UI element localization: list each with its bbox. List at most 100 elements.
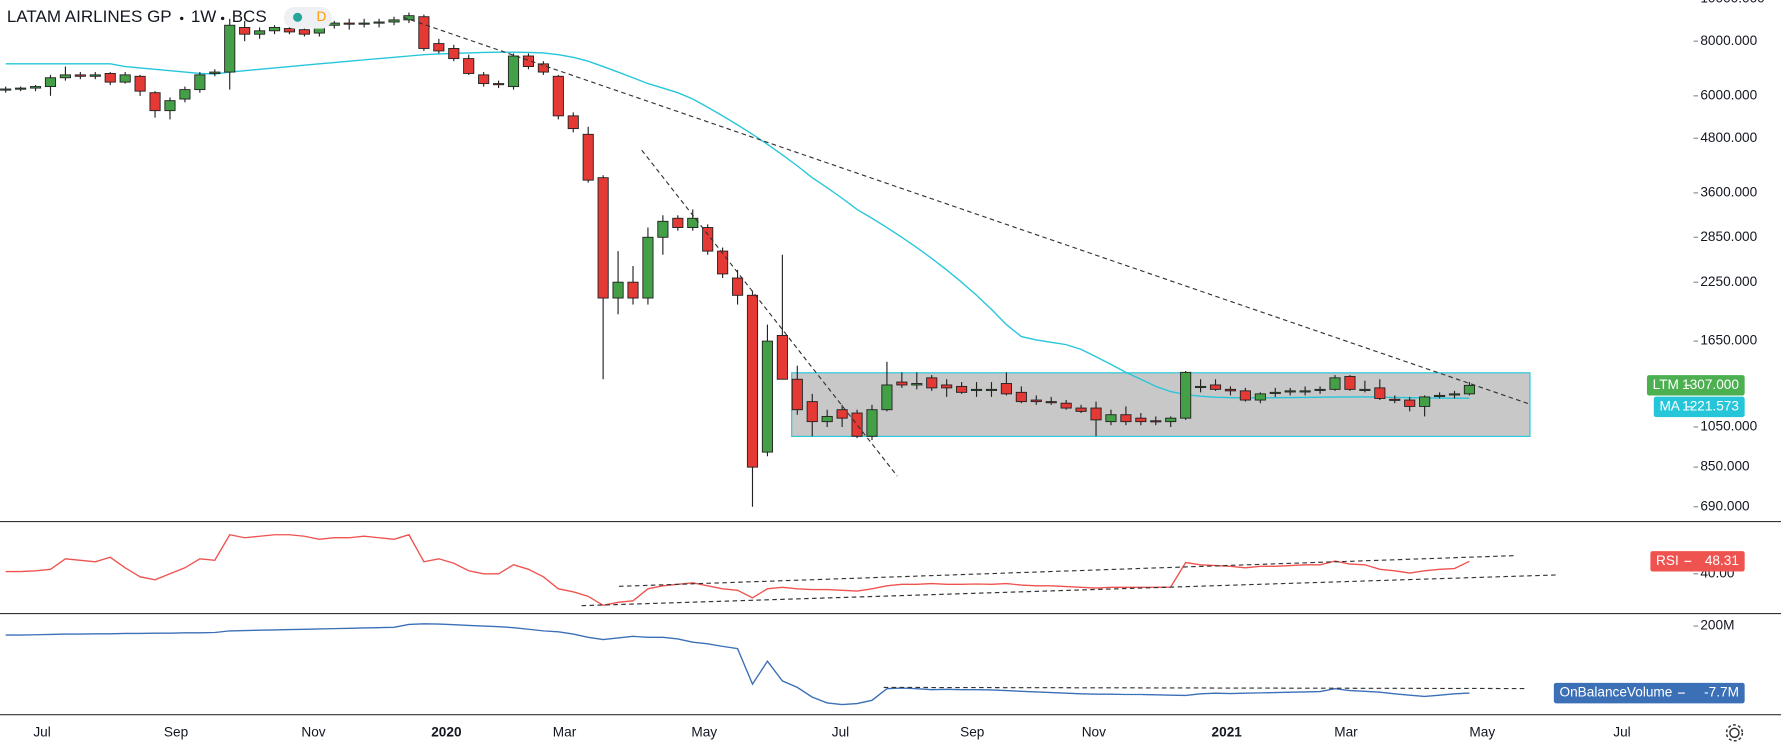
candle-body [1195,385,1207,389]
candle-body [358,22,370,25]
candle-body [1105,414,1117,423]
candle-body [522,55,535,68]
candle-body [1209,384,1222,390]
candle-body [209,71,221,74]
x-tick-label: May [1469,724,1495,739]
candle-body [1299,390,1311,393]
candle-body [1075,407,1087,412]
x-tick-label: Jul [33,724,50,739]
price-label-box [1646,375,1745,396]
trend-line [581,574,1557,607]
candle-body [418,16,430,49]
candle-body [59,74,71,79]
candle-body [612,281,624,299]
candle-body [373,21,385,24]
candle-body [0,88,12,91]
candle-body [74,74,86,77]
exchange: BCS [232,7,267,26]
candle-body [970,388,983,391]
x-tick-label: May [691,724,717,739]
candle-body [761,340,773,453]
status-pill[interactable] [283,7,332,29]
separators [0,521,1781,716]
candle-body [1419,396,1431,407]
plot: 690.000 850.000 1050.000 1650.000 2250.000 28… [0,0,1765,739]
y-tick-label: 3600.000 [1700,184,1757,199]
candle-body [1180,371,1192,419]
candle-body [851,412,863,437]
gear-teeth[interactable] [1725,724,1744,742]
candle-body [881,384,893,411]
y-tick-label: 2850.000 [1700,229,1757,244]
candle-body [179,89,191,100]
candle-body [1254,393,1266,401]
candle-body [642,236,654,299]
candle-body [104,73,116,83]
candle-body [537,63,549,73]
price-label-box [1650,551,1745,572]
candle-body [731,277,744,296]
trend-line [619,555,1515,587]
candle-body [89,74,101,77]
candle-body [702,227,714,252]
candle-body [582,133,594,181]
candle-body [1239,390,1251,401]
candle-body [806,401,818,423]
settings[interactable] [1725,724,1744,742]
candle-body [433,43,445,52]
candle-body [1448,393,1461,396]
y-tick-label: 1650.000 [1700,333,1757,348]
candle-body [328,22,340,26]
x-tick-label: Sep [164,724,188,739]
candle-body [1404,399,1416,407]
price-label-value: 1307.000 [1682,377,1739,392]
y-tick-label: 2250.000 [1700,274,1757,289]
candle-body [911,383,923,386]
y-tick-label: 10000.000 [1700,0,1765,5]
x-tick-label: Sep [960,724,984,739]
trend-line [641,149,898,477]
candle-body [224,24,236,73]
badge: D [317,9,327,24]
candle-body [194,74,206,91]
candle-body [298,29,310,35]
candle-body [29,86,42,89]
price-label-box [1653,396,1745,418]
y-tick-label: 690.000 [1700,498,1750,513]
candle-body [1224,388,1237,392]
candle-body [507,55,520,88]
candle-body [687,217,699,228]
drawings-front [403,16,1557,690]
y-tick-label: 6000.000 [1700,87,1757,102]
candle-body [119,74,131,83]
candle-body [926,377,938,389]
candle-body [1284,390,1296,393]
x-tick-label: Nov [301,724,325,739]
candle-body [1045,401,1057,404]
candle-body [1314,388,1326,391]
y-tick-label: 850.000 [1700,459,1750,474]
gear-icon[interactable] [1729,727,1740,739]
candle-body [672,217,684,228]
price-label-name: LTM [1653,377,1679,392]
header: LATAM AIRLINES GP 1W BCS D [7,7,332,29]
candle-body [164,100,176,112]
candle-body [956,385,968,393]
candle-body [448,47,460,60]
x-tick-label: Mar [553,724,577,739]
candle-body [1374,387,1386,399]
candle-body [985,388,998,391]
y-tick-label: 200M [1700,618,1734,633]
price-label-name: OnBalanceVolume [1560,685,1673,700]
candle-body [1359,388,1371,391]
candle-body [717,250,729,275]
candle-body [567,115,579,130]
separator-dot [220,16,225,21]
candle-body [597,177,609,299]
candle-body [1269,391,1281,394]
y-tick-label: 4800.000 [1700,130,1757,145]
obv-line [5,623,1470,706]
candle-body [1165,417,1177,423]
